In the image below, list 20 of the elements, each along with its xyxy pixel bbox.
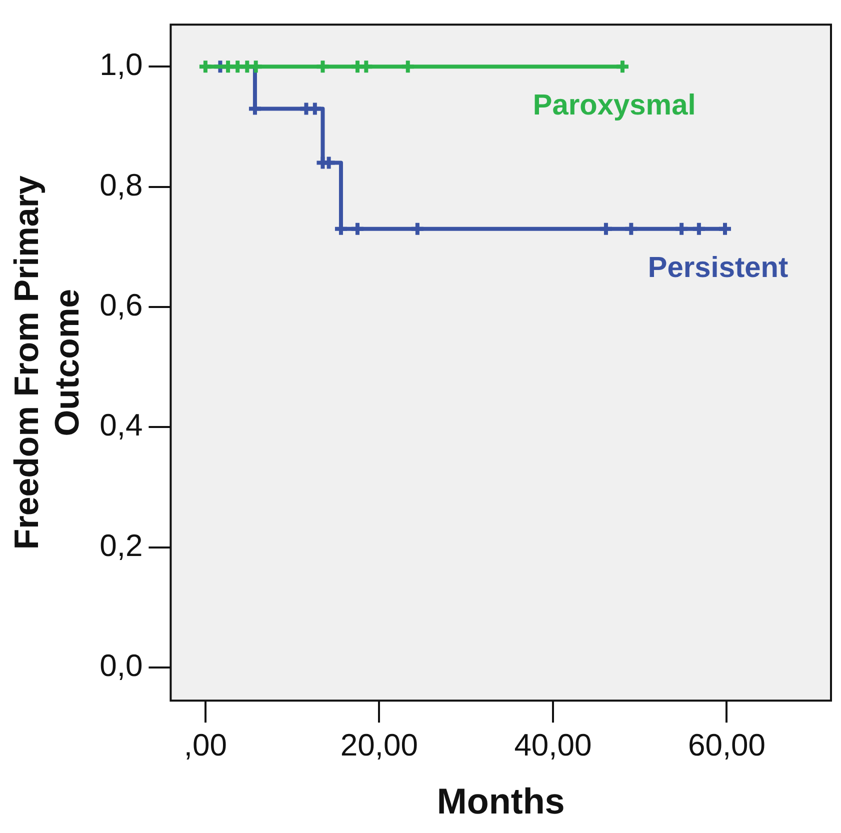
point xyxy=(623,220,640,237)
x-tick-label: 40,00 xyxy=(514,728,592,763)
point xyxy=(314,58,331,75)
x-tick-label: 20,00 xyxy=(340,728,418,763)
x-tick-label: ,00 xyxy=(184,728,227,763)
y-axis-title: Freedom From Primary Outcome xyxy=(8,175,87,550)
x-tick-label: 60,00 xyxy=(688,728,766,763)
x-axis-title: Months xyxy=(436,780,565,822)
y-tick-label: 0,4 xyxy=(100,408,143,443)
y-tick-label: 1,0 xyxy=(100,47,143,82)
point xyxy=(246,100,263,117)
point xyxy=(248,58,264,75)
y-tick-label: 0,2 xyxy=(100,528,143,563)
y-tick-label: 0,6 xyxy=(100,288,143,323)
y-tick-label: 0,0 xyxy=(100,648,143,684)
point xyxy=(358,58,374,75)
series-label: Paroxysmal xyxy=(532,90,696,122)
series-label: Persistent xyxy=(648,252,788,284)
y-tick-label: 0,8 xyxy=(100,167,143,202)
point xyxy=(400,58,416,75)
